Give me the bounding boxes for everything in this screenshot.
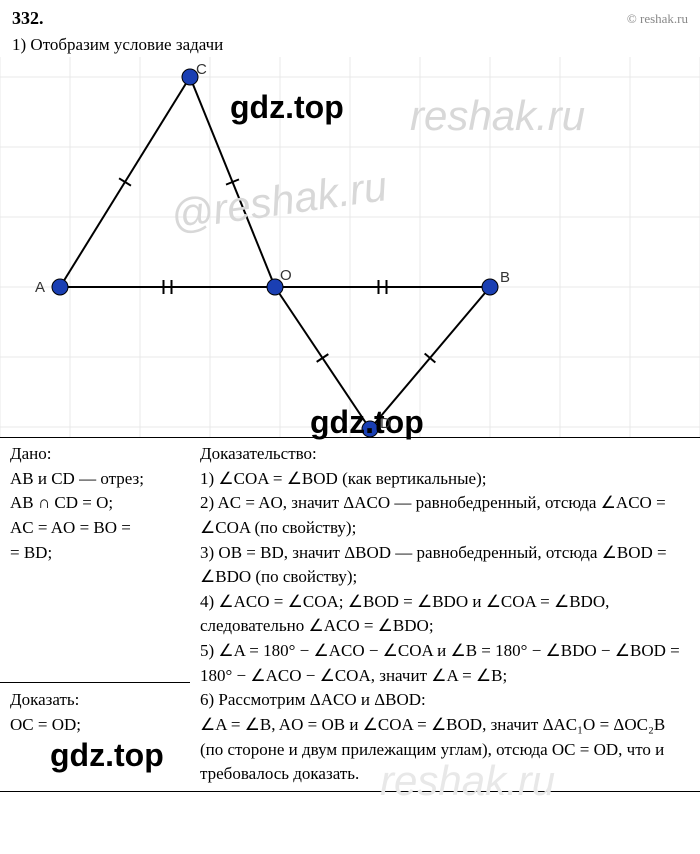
proof-section: Дано: AB и CD — отрез; AB ∩ CD = O; AC =… (0, 437, 700, 792)
step-1-label: 1) Отобразим условие задачи (0, 33, 700, 57)
page-header: 332. © reshak.ru (0, 0, 700, 33)
prove-cell: Доказать: OC = OD; (0, 684, 190, 791)
proof-table: Дано: AB и CD — отрез; AB ∩ CD = O; AC =… (0, 437, 700, 792)
given-cell: Дано: AB и CD — отрез; AB ∩ CD = O; AC =… (0, 438, 190, 682)
given-line: AB и CD — отрез; (10, 467, 180, 492)
watermark-gdz-top: gdz.top (230, 89, 344, 126)
vertex-label-C: C (196, 61, 207, 78)
proof-cell: Доказательство: 1) ∠COA = ∠BOD (как верт… (190, 438, 700, 791)
proof-line: 1) ∠COA = ∠BOD (как вертикальные); (200, 467, 690, 492)
proof-line: ∠A = ∠B, AO = OB и ∠COA = ∠BOD, значит Δ… (200, 713, 690, 787)
prove-line: OC = OD; (10, 713, 180, 738)
prove-title: Доказать: (10, 688, 180, 713)
proof-title: Доказательство: (200, 442, 690, 467)
watermark-gdz-mid: gdz.top (310, 404, 424, 441)
given-line: AC = AO = BO = (10, 516, 180, 541)
given-line: AB ∩ CD = O; (10, 491, 180, 516)
given-title: Дано: (10, 442, 180, 467)
vertex-label-B: B (500, 269, 510, 286)
proof-line: 5) ∠A = 180° − ∠ACO − ∠COA и ∠B = 180° −… (200, 639, 690, 688)
proof-line: 4) ∠ACO = ∠COA; ∠BOD = ∠BDO и ∠COA = ∠BD… (200, 590, 690, 639)
vertex-label-D: D (380, 415, 391, 432)
problem-number: 332. (12, 8, 44, 29)
geometry-diagram: gdz.top reshak.ru @reshak.ru gdz.top ACO… (0, 57, 700, 437)
proof-line: 6) Рассмотрим ΔACO и ΔBOD: (200, 688, 690, 713)
proof-line: 3) OB = BD, значит ΔBOD — равнобедренный… (200, 541, 690, 590)
watermark-reshak-top: reshak.ru (410, 92, 585, 140)
given-line: = BD; (10, 541, 180, 566)
vertex-label-A: A (35, 279, 45, 296)
proof-line: 2) AC = AO, значит ΔACO — равнобедренный… (200, 491, 690, 540)
diagram-svg (0, 57, 700, 437)
vertex-label-O: O (280, 267, 292, 284)
copyright-text: © reshak.ru (627, 11, 688, 27)
